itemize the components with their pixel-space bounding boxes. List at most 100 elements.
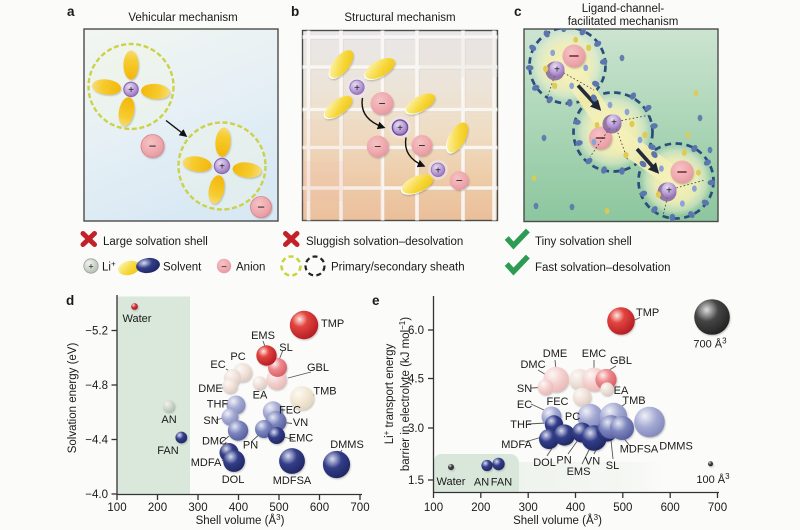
svg-text:Primary/secondary sheath: Primary/secondary sheath <box>331 262 465 274</box>
svg-text:+: + <box>666 186 672 197</box>
svg-text:DMC: DMC <box>202 436 227 448</box>
svg-text:SL: SL <box>279 342 292 354</box>
svg-text:−: − <box>149 139 157 154</box>
svg-text:Sluggish solvation–desolvation: Sluggish solvation–desolvation <box>306 236 463 248</box>
svg-text:PN: PN <box>243 440 258 452</box>
svg-text:facilitated mechanism: facilitated mechanism <box>568 16 679 28</box>
svg-text:THF: THF <box>207 399 229 411</box>
svg-text:700 Å3: 700 Å3 <box>693 336 727 351</box>
svg-text:−: − <box>257 200 265 215</box>
svg-text:+: + <box>128 85 134 96</box>
svg-text:+: + <box>611 118 617 129</box>
svg-text:PC: PC <box>565 411 580 423</box>
svg-text:6.0: 6.0 <box>408 325 424 337</box>
svg-text:FAN: FAN <box>491 477 512 489</box>
svg-text:Water: Water <box>123 313 152 325</box>
svg-text:SN: SN <box>203 415 218 427</box>
svg-text:GBL: GBL <box>610 355 632 367</box>
svg-text:b: b <box>291 4 299 19</box>
svg-text:DOL: DOL <box>533 457 556 469</box>
svg-text:c: c <box>514 4 522 19</box>
svg-text:3.0: 3.0 <box>408 423 424 435</box>
svg-text:Anion: Anion <box>236 262 265 274</box>
svg-text:DME: DME <box>198 383 222 395</box>
svg-text:TMP: TMP <box>321 318 344 330</box>
svg-text:EC: EC <box>517 399 532 411</box>
svg-text:barrier in electrolyte (kJ mol: barrier in electrolyte (kJ mol−1) <box>398 317 413 471</box>
svg-text:VN: VN <box>585 456 600 468</box>
svg-text:−: − <box>418 139 425 153</box>
svg-text:DME: DME <box>543 348 567 360</box>
svg-text:1.5: 1.5 <box>408 475 424 487</box>
svg-text:TMB: TMB <box>313 386 336 398</box>
svg-text:600: 600 <box>661 502 680 514</box>
svg-text:700: 700 <box>708 502 727 514</box>
svg-text:SL: SL <box>606 460 619 472</box>
svg-text:200: 200 <box>471 502 490 514</box>
svg-text:200: 200 <box>148 502 167 514</box>
svg-text:Water: Water <box>437 476 466 488</box>
svg-text:DMMS: DMMS <box>659 441 693 453</box>
svg-text:100: 100 <box>424 502 443 514</box>
svg-text:Solvation energy (eV): Solvation energy (eV) <box>67 343 79 454</box>
svg-text:MDFSA: MDFSA <box>273 475 312 487</box>
svg-text:Shell volume (Å3): Shell volume (Å3) <box>513 513 602 528</box>
svg-text:SN: SN <box>517 383 532 395</box>
svg-text:−4.4: −4.4 <box>85 435 108 447</box>
svg-text:d: d <box>66 293 74 308</box>
svg-text:a: a <box>67 4 75 19</box>
svg-text:DMC: DMC <box>520 359 545 371</box>
svg-text:Tiny solvation shell: Tiny solvation shell <box>535 236 632 248</box>
svg-text:−5.2: −5.2 <box>85 326 108 338</box>
svg-text:AN: AN <box>474 477 489 489</box>
svg-text:+: + <box>354 83 360 94</box>
svg-text:TMP: TMP <box>636 307 659 319</box>
svg-text:+: + <box>554 65 560 76</box>
svg-text:100: 100 <box>107 502 126 514</box>
svg-text:400: 400 <box>566 502 585 514</box>
svg-text:GBL: GBL <box>307 362 329 374</box>
svg-text:PN: PN <box>556 455 571 467</box>
svg-text:VN: VN <box>293 417 308 429</box>
svg-text:300: 300 <box>188 502 207 514</box>
svg-text:700: 700 <box>350 502 369 514</box>
svg-text:Structural mechanism: Structural mechanism <box>344 12 455 24</box>
svg-text:PC: PC <box>230 351 245 363</box>
svg-text:Large solvation shell: Large solvation shell <box>103 236 208 248</box>
svg-text:MDFSA: MDFSA <box>620 444 659 456</box>
svg-text:EMS: EMS <box>567 466 591 478</box>
svg-text:−4.0: −4.0 <box>85 489 108 501</box>
svg-text:4.5: 4.5 <box>408 374 424 386</box>
svg-text:−: − <box>221 262 227 273</box>
svg-text:DOL: DOL <box>222 474 245 486</box>
svg-text:e: e <box>372 293 380 308</box>
svg-text:Li+ transport energy: Li+ transport energy <box>382 343 397 444</box>
svg-text:Ligand-channel-: Ligand-channel- <box>582 3 665 15</box>
svg-text:MDFA: MDFA <box>191 457 222 469</box>
svg-text:−: − <box>456 174 463 188</box>
svg-text:MDFA: MDFA <box>501 439 532 451</box>
svg-text:Solvent: Solvent <box>163 262 202 274</box>
svg-text:+: + <box>219 162 225 173</box>
svg-text:EMC: EMC <box>289 433 314 445</box>
svg-text:EC: EC <box>210 359 225 371</box>
svg-text:FEC: FEC <box>547 396 569 408</box>
svg-text:−4.8: −4.8 <box>85 380 108 392</box>
svg-text:+: + <box>435 165 441 176</box>
svg-text:400: 400 <box>229 502 248 514</box>
svg-text:+: + <box>88 262 93 272</box>
svg-text:EMS: EMS <box>251 330 275 342</box>
svg-text:−: − <box>374 140 381 154</box>
svg-text:600: 600 <box>310 502 329 514</box>
svg-text:100 Å3: 100 Å3 <box>696 472 730 487</box>
svg-text:TMB: TMB <box>622 395 645 407</box>
svg-text:FEC: FEC <box>279 405 301 417</box>
svg-text:EA: EA <box>253 390 268 402</box>
svg-text:FAN: FAN <box>157 445 178 457</box>
svg-text:AN: AN <box>161 414 176 426</box>
svg-text:500: 500 <box>613 502 632 514</box>
svg-text:300: 300 <box>519 502 538 514</box>
svg-text:DMMS: DMMS <box>330 439 364 451</box>
svg-text:+: + <box>397 123 403 134</box>
svg-text:−: − <box>378 97 385 111</box>
